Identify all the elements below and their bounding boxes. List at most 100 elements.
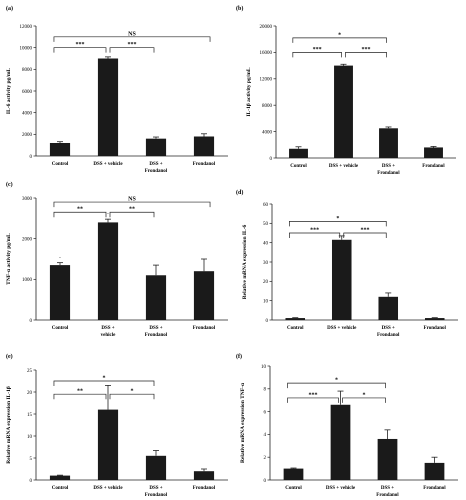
y-tick-label: 0 [266, 319, 269, 324]
x-tick-label: Control [52, 162, 69, 167]
y-tick-label: 2 [264, 456, 267, 461]
y-tick-label: 12000 [20, 25, 33, 30]
bar [331, 239, 352, 320]
significance-label: * [336, 216, 339, 222]
bar [97, 409, 119, 480]
bar [49, 265, 71, 320]
chart-panel-e: (e) 0 5 10 15 20 25 Relative mRNA expression IL… [6, 353, 228, 498]
y-tick-label: 6000 [22, 90, 33, 95]
x-tick-label: Control [287, 326, 304, 331]
x-tick-label: DSS + [381, 486, 394, 491]
y-tick-label: 0 [30, 479, 33, 484]
y-tick-label: 10 [261, 365, 267, 370]
y-tick-label: 8000 [22, 68, 33, 73]
chart-panel-d: (d) 0 10 20 30 40 50 60 Relative mRNA expression… [236, 189, 458, 338]
y-tick-label: 0 [30, 155, 33, 160]
significance-label: * [363, 392, 366, 398]
bar [289, 148, 308, 158]
y-tick-label: 20000 [260, 25, 273, 30]
significance-bracket [53, 211, 107, 218]
y-tick-label: 60 [263, 203, 269, 208]
y-axis-label: Relative mRNA expression IL-1β [6, 386, 12, 464]
x-tick-label: Frondanol [145, 333, 168, 338]
significance-label: *** [362, 47, 371, 53]
x-tick-label: Control [285, 486, 302, 491]
y-tick-label: 40 [263, 241, 269, 246]
bar [285, 318, 306, 320]
x-tick-label: Frondanol [193, 326, 216, 331]
significance-label: *** [313, 47, 322, 53]
bar [145, 275, 167, 320]
y-tick-label: 15 [27, 413, 33, 418]
y-tick-label: 0 [264, 479, 267, 484]
x-tick-label: vehicle [101, 333, 116, 338]
y-tick-label: 10000 [20, 46, 33, 51]
significance-bracket [289, 232, 341, 238]
significance-label: * [131, 389, 134, 395]
significance-bracket [109, 47, 155, 53]
y-tick-label: 0 [30, 319, 33, 324]
chart-panel-b: (b) 0 4000 8000 12000 16000 20000 IL-1β activit… [236, 5, 456, 176]
x-tick-label: Frondanol [376, 493, 399, 498]
y-tick-label: 6 [264, 410, 267, 415]
bar [283, 468, 304, 480]
bar [193, 271, 215, 320]
y-tick-label: 12000 [260, 78, 273, 83]
x-tick-label: Frondanol [377, 171, 400, 176]
significance-label: * [335, 378, 338, 384]
x-tick-label: Frondanol [193, 162, 216, 167]
significance-label: NS [128, 197, 136, 203]
significance-label: *** [75, 42, 84, 48]
significance-bracket [53, 201, 211, 208]
significance-bracket [53, 47, 107, 53]
y-tick-label: 2000 [22, 133, 33, 138]
x-tick-label: Frondanol [145, 493, 168, 498]
panel-label: (b) [236, 5, 243, 12]
significance-label: * [338, 32, 341, 38]
y-axis-label: IL-6 activity pg/mL [6, 68, 12, 114]
bar [378, 296, 399, 320]
significance-bracket [53, 380, 155, 386]
y-tick-label: 30 [263, 261, 269, 266]
significance-label: ** [129, 207, 135, 213]
chart-panel-f: (f) 0 2 4 6 8 10 Relative mRNA expression TNF-α… [236, 353, 458, 498]
panel-label: (a) [6, 5, 13, 12]
y-tick-label: 8 [264, 388, 267, 393]
significance-bracket [292, 52, 342, 58]
bar [424, 462, 445, 480]
chart-panel-c: (c) 0 1000 2000 3000 TNF-α activity pg/mL Cont… [6, 181, 228, 338]
y-axis-label: IL-1β activity pg/mL [246, 67, 252, 116]
x-tick-label: Control [52, 486, 69, 491]
significance-label: NS [128, 31, 136, 37]
significance-label: *** [128, 42, 137, 48]
x-tick-label: DSS + [382, 164, 395, 169]
significance-label: *** [309, 392, 318, 398]
x-tick-label: DSS + [149, 486, 162, 491]
x-tick-label: Frondanol [145, 169, 168, 174]
y-tick-label: 0 [270, 157, 273, 162]
bar-mark: - [59, 256, 61, 261]
significance-bracket [53, 36, 211, 42]
y-tick-label: 8000 [262, 104, 273, 109]
x-tick-label: Frondanol [423, 486, 446, 491]
y-tick-label: 5 [30, 457, 33, 462]
significance-bracket [109, 211, 155, 218]
bar [97, 222, 119, 320]
x-tick-label: DSS + vehicle [93, 486, 123, 491]
y-tick-label: 2000 [22, 237, 33, 242]
x-tick-label: DSS + [149, 162, 162, 167]
y-axis-label: TNF-α activity pg/mL [6, 233, 12, 285]
significance-bracket [343, 232, 387, 238]
x-tick-label: DSS + vehicle [327, 326, 357, 331]
panel-label: (c) [6, 181, 13, 188]
panel-label: (d) [236, 189, 243, 196]
x-tick-label: Frondanol [424, 326, 447, 331]
y-tick-label: 10 [27, 435, 33, 440]
bar [49, 475, 71, 480]
bar [145, 138, 167, 156]
bar [377, 438, 398, 480]
y-tick-label: 1000 [22, 278, 33, 283]
y-tick-label: 16000 [260, 51, 273, 56]
y-axis-label: Relative mRNA expression IL-6 [242, 224, 248, 299]
